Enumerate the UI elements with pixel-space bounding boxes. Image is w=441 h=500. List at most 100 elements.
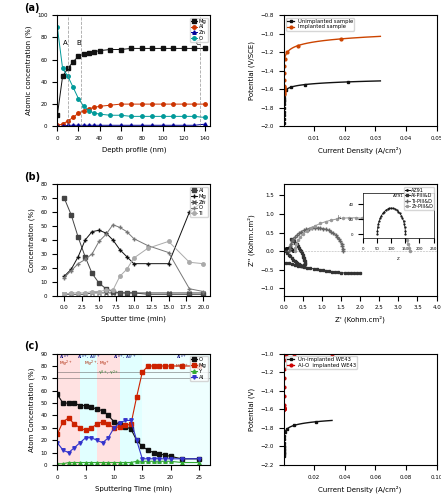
Zn bbox=[201, 290, 206, 296]
Al bbox=[179, 456, 185, 462]
Zn bbox=[69, 292, 74, 298]
Mg bbox=[75, 254, 81, 260]
Y bbox=[72, 460, 77, 466]
Al bbox=[117, 290, 123, 296]
Mg bbox=[187, 209, 192, 215]
Mg bbox=[72, 421, 77, 427]
O bbox=[162, 452, 168, 458]
Ti-PIII&D bbox=[312, 225, 318, 231]
Y bbox=[77, 460, 82, 466]
Al bbox=[124, 290, 130, 296]
Ti-PIII&D bbox=[340, 243, 345, 249]
Zr-PIII&D bbox=[334, 216, 340, 222]
Al-PIII&D bbox=[302, 262, 307, 268]
Mg bbox=[162, 363, 168, 369]
Zn bbox=[90, 290, 95, 296]
Mg bbox=[117, 246, 123, 252]
Al bbox=[117, 420, 122, 426]
Mg bbox=[94, 421, 100, 427]
Al bbox=[71, 114, 76, 120]
Ti-PIII&D bbox=[336, 236, 342, 242]
O bbox=[118, 112, 123, 118]
Mg bbox=[128, 421, 134, 427]
Al bbox=[202, 101, 208, 107]
Zr-PIII&D bbox=[308, 225, 314, 231]
Al bbox=[90, 270, 95, 276]
Ti bbox=[69, 290, 74, 296]
Line: Zn: Zn bbox=[63, 291, 205, 296]
Zr-PIII&D bbox=[294, 241, 299, 247]
Mg bbox=[82, 237, 88, 243]
AZ91 bbox=[288, 246, 293, 252]
Y-axis label: Z'' (Kohm.cm²): Z'' (Kohm.cm²) bbox=[247, 214, 255, 266]
Zn bbox=[97, 290, 102, 296]
Line: Mg: Mg bbox=[56, 46, 207, 117]
Y bbox=[157, 458, 162, 464]
Al-PIII&D bbox=[302, 262, 307, 268]
Mg bbox=[103, 230, 108, 236]
Mg bbox=[100, 418, 105, 424]
Al-PIII&D bbox=[298, 246, 303, 252]
Line: Al: Al bbox=[56, 418, 201, 461]
Mg bbox=[160, 46, 165, 52]
Ti-PIII&D bbox=[339, 240, 344, 246]
Y bbox=[89, 460, 94, 466]
Al-PIII&D bbox=[292, 258, 298, 264]
Al-PIII&D bbox=[284, 250, 290, 256]
Zn bbox=[110, 290, 116, 296]
Line: Zn: Zn bbox=[56, 122, 207, 128]
Al bbox=[131, 290, 136, 296]
Zn bbox=[117, 290, 123, 296]
Al-PIII&D bbox=[298, 262, 303, 268]
Mg bbox=[128, 46, 134, 52]
Al-PIII&D bbox=[291, 256, 296, 262]
Y-axis label: Potential (V/SCE): Potential (V/SCE) bbox=[249, 41, 255, 100]
Al bbox=[83, 435, 88, 441]
O bbox=[81, 104, 86, 110]
O bbox=[160, 114, 165, 119]
O bbox=[55, 392, 60, 398]
Al-PIII&D bbox=[291, 238, 296, 244]
Al bbox=[62, 195, 67, 201]
Al-PIII&D bbox=[300, 263, 305, 269]
Al-PIII&D bbox=[295, 243, 301, 249]
X-axis label: Sputtering Time (min): Sputtering Time (min) bbox=[95, 486, 172, 492]
Mg bbox=[60, 74, 65, 80]
Al bbox=[166, 292, 171, 298]
Line: Al-PIII&D: Al-PIII&D bbox=[284, 238, 306, 267]
Al bbox=[145, 292, 150, 298]
Text: (c): (c) bbox=[24, 341, 38, 351]
Ti-PIII&D bbox=[301, 228, 306, 234]
Ti bbox=[166, 238, 171, 244]
Al-PIII&D bbox=[293, 240, 298, 246]
Zr-PIII&D bbox=[313, 222, 318, 228]
Mg bbox=[196, 363, 202, 369]
Zr-PIII&D bbox=[404, 238, 410, 244]
Mg bbox=[145, 363, 150, 369]
Ti-PIII&D bbox=[309, 225, 314, 231]
Mg bbox=[111, 425, 116, 431]
Al bbox=[76, 110, 81, 116]
Legend: Unimplanted sample, Implanted sample: Unimplanted sample, Implanted sample bbox=[286, 18, 354, 30]
O bbox=[110, 222, 116, 228]
Al-PIII&D bbox=[286, 252, 292, 258]
AZ91 bbox=[281, 248, 286, 254]
Y bbox=[162, 458, 168, 464]
Zr-PIII&D bbox=[371, 217, 376, 223]
Line: Ti: Ti bbox=[63, 240, 205, 296]
Al bbox=[160, 101, 165, 107]
AZ91 bbox=[290, 247, 295, 253]
Al bbox=[171, 101, 176, 107]
Ti-PIII&D bbox=[326, 228, 331, 234]
Mg bbox=[106, 421, 111, 427]
Ti-PIII&D bbox=[303, 226, 309, 232]
Zr-PIII&D bbox=[407, 244, 412, 250]
Ti-PIII&D bbox=[340, 246, 345, 252]
Al bbox=[97, 104, 102, 110]
Mg bbox=[55, 112, 60, 118]
Al bbox=[149, 101, 155, 107]
O bbox=[106, 412, 111, 418]
Zn bbox=[166, 290, 171, 296]
Mg bbox=[62, 273, 67, 279]
O bbox=[149, 114, 155, 119]
